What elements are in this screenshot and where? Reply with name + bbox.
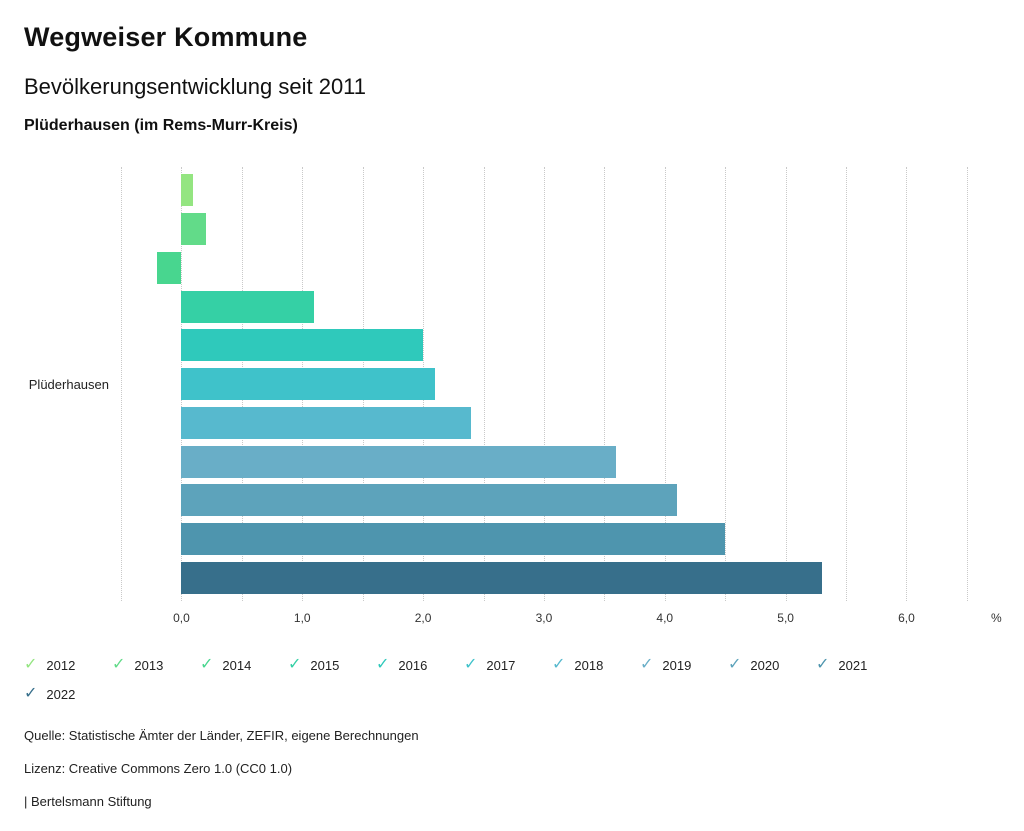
x-tick-label: 4,0 [656,611,674,625]
x-axis-unit-label: % [991,611,1002,625]
gridline [846,167,848,601]
legend-label: 2012 [46,657,76,673]
bar-row [121,558,985,597]
legend-label: 2019 [662,657,692,673]
check-icon: ✓ [376,656,390,673]
bar-row [121,403,985,442]
bar-2022[interactable] [181,561,822,594]
bar-2019[interactable] [181,445,617,478]
check-icon: ✓ [464,656,478,673]
bar-row [121,481,985,520]
x-tick-label: 0,0 [173,611,190,625]
x-axis: % 0,0 1,0 2,0 3,0 4,0 5,0 6,0 [121,611,1002,629]
check-icon: ✓ [24,685,38,702]
check-icon: ✓ [552,656,566,673]
plot-area [121,167,985,601]
bar-row [121,171,985,210]
x-tick-label: 2,0 [414,611,432,625]
gridline [906,167,908,601]
legend-item-2014[interactable]: ✓ 2014 [200,657,288,673]
bar-2018[interactable] [181,406,472,439]
legend-label: 2014 [222,657,252,673]
legend-label: 2016 [398,657,428,673]
chart-title: Bevölkerungsentwicklung seit 2011 [24,74,367,99]
gridline [785,167,787,601]
bar-2013[interactable] [181,213,206,246]
check-icon: ✓ [640,656,654,673]
bar-2021[interactable] [181,522,726,555]
y-axis-label: Plüderhausen [28,376,109,392]
bar-2015[interactable] [181,290,315,323]
x-tick-label: 3,0 [535,611,553,625]
check-icon: ✓ [24,656,38,673]
check-icon: ✓ [816,656,830,673]
chart-region-subtitle: Plüderhausen (im Rems-Murr-Kreis) [24,117,298,134]
bar-row [121,210,985,249]
legend-item-2020[interactable]: ✓ 2020 [728,657,816,673]
legend-item-2015[interactable]: ✓ 2015 [288,657,376,673]
legend-item-2017[interactable]: ✓ 2017 [464,657,552,673]
legend-label: 2020 [750,657,780,673]
page: Wegweiser Kommune Bevölkerungsentwicklun… [24,22,1002,809]
bar-2017[interactable] [181,368,436,401]
license-text: Lizenz: Creative Commons Zero 1.0 (CC0 1… [24,761,293,776]
x-tick-label: 6,0 [898,611,915,625]
page-title: Wegweiser Kommune [24,22,308,52]
legend-label: 2021 [838,657,868,673]
bar-2020[interactable] [181,484,677,517]
gridline [483,167,485,601]
legend-item-2013[interactable]: ✓ 2013 [112,657,200,673]
x-tick-label: 1,0 [293,611,311,625]
bar-row [121,326,985,365]
bar-2014[interactable] [157,251,182,284]
bar-row [121,442,985,481]
gridline [725,167,727,601]
header: Wegweiser Kommune Bevölkerungsentwicklun… [24,22,1000,135]
check-icon: ✓ [728,656,742,673]
gridline [664,167,666,601]
legend-label: 2013 [134,657,164,673]
bar-row [121,365,985,404]
gridline [966,167,968,601]
x-tick-label: 5,0 [777,611,794,625]
legend-item-2012[interactable]: ✓ 2012 [24,657,112,673]
bar-row [121,520,985,559]
gridline [121,167,122,601]
gridline [543,167,545,601]
bar-chart: Plüderhausen [24,167,1000,601]
legend-item-2019[interactable]: ✓ 2019 [640,657,728,673]
bar-row [121,287,985,326]
legend: ✓ 2012 ✓ 2013 ✓ 2014 ✓ 2015 ✓ 2016 ✓ 2017 ✓ 2018 ✓ 2019… [24,657,924,702]
attribution-text: | Bertelsmann Stiftung [24,794,152,809]
bar-2012[interactable] [181,174,194,207]
legend-item-2018[interactable]: ✓ 2018 [552,657,640,673]
legend-item-2021[interactable]: ✓ 2021 [816,657,904,673]
gridline [604,167,606,601]
legend-label: 2018 [574,657,604,673]
legend-label: 2022 [46,686,76,702]
bar-row [121,248,985,287]
check-icon: ✓ [112,656,126,673]
legend-item-2022[interactable]: ✓ 2022 [24,686,112,702]
legend-label: 2017 [486,657,516,673]
check-icon: ✓ [200,656,214,673]
source-text: Quelle: Statistische Ämter der Länder, Z… [24,728,419,743]
check-icon: ✓ [288,656,302,673]
bar-2016[interactable] [181,329,424,362]
legend-item-2016[interactable]: ✓ 2016 [376,657,464,673]
legend-label: 2015 [310,657,340,673]
footer: Quelle: Statistische Ämter der Länder, Z… [24,728,1000,809]
